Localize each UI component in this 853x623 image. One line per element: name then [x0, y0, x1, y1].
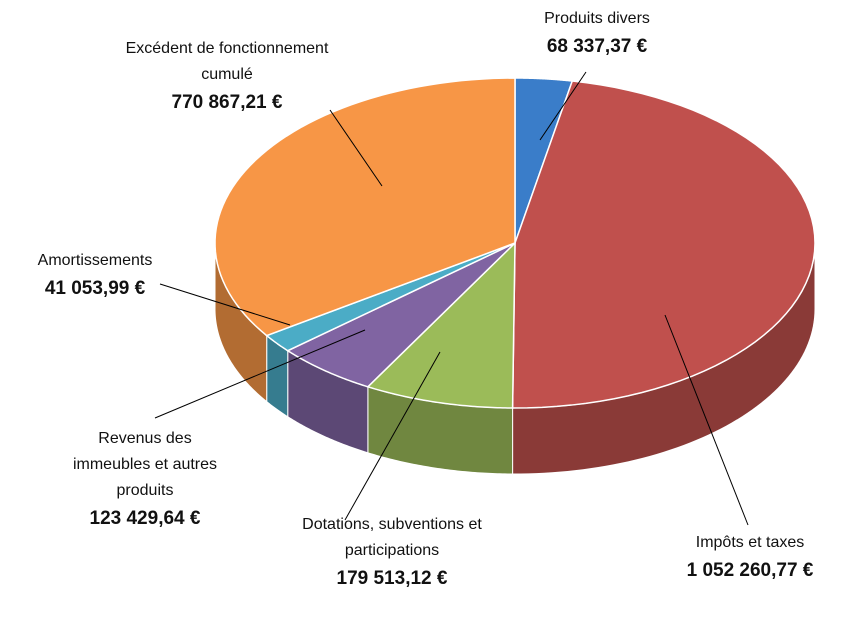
leader-line	[159, 283, 291, 326]
slice-label: Revenus des immeubles et autres produits…	[63, 426, 228, 534]
slice-label: Produits divers 68 337,37 €	[497, 6, 697, 62]
slice	[265, 242, 516, 352]
category-name: Excédent de fonctionnement cumulé	[125, 40, 329, 83]
value-label: 41 053,99 €	[44, 278, 146, 299]
value-label: 1 052 260,77 €	[686, 560, 814, 581]
leader-line	[154, 329, 366, 419]
slice	[511, 80, 816, 409]
slice-label: Dotations, subventions et participations…	[297, 512, 487, 594]
category-name: Amortissements	[37, 252, 153, 269]
leader-line	[344, 351, 441, 521]
leader-line	[539, 71, 587, 141]
leader-line	[329, 109, 383, 187]
value-label: 770 867,21 €	[171, 92, 283, 113]
value-label: 68 337,37 €	[546, 36, 648, 57]
slice-tops	[214, 77, 816, 409]
slice	[366, 241, 516, 409]
value-label: 179 513,12 €	[336, 568, 448, 589]
category-name: Revenus des immeubles et autres produits	[72, 430, 218, 499]
category-name: Produits divers	[544, 10, 650, 27]
leader-lines	[154, 71, 749, 526]
slice-label: Excédent de fonctionnement cumulé 770 867…	[105, 36, 350, 118]
slice	[214, 77, 516, 337]
slice-sides	[214, 242, 816, 475]
slice-label: Amortissements 41 053,99 €	[5, 248, 185, 304]
leader-line	[664, 314, 749, 526]
category-name: Dotations, subventions et participations	[302, 516, 482, 559]
category-name: Impôts et taxes	[695, 534, 805, 551]
value-label: 123 429,64 €	[89, 508, 201, 529]
slice-label: Impôts et taxes 1 052 260,77 €	[650, 530, 850, 586]
